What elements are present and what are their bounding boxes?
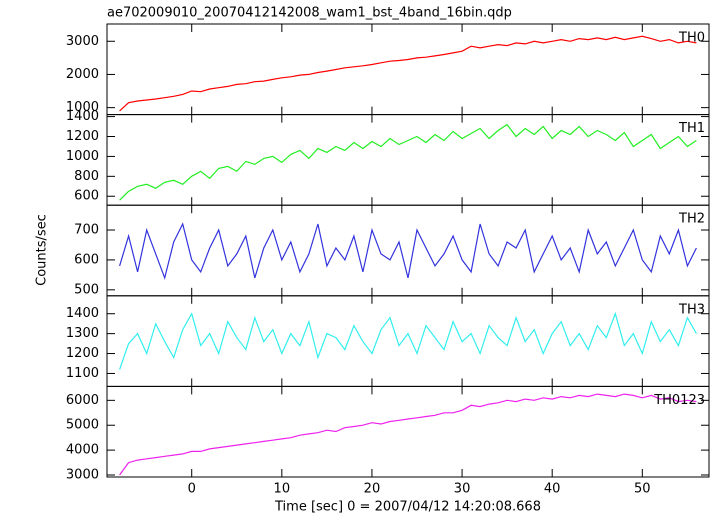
x-tick-label: 0 (188, 482, 196, 497)
y-tick-label: 700 (74, 223, 99, 238)
x-tick-label: 40 (544, 482, 561, 497)
data-line (119, 35, 697, 112)
data-line (119, 393, 697, 476)
y-tick-label: 1000 (66, 149, 99, 164)
panel-label: TH1 (678, 121, 705, 136)
y-tick-label: 6000 (66, 393, 99, 408)
y-tick-label: 800 (74, 169, 99, 184)
panel-frame (106, 204, 710, 297)
y-tick-label: 1300 (66, 326, 99, 341)
panel-frame (106, 114, 710, 206)
y-tick-label: 600 (74, 252, 99, 267)
panel-label: TH2 (678, 212, 705, 227)
y-tick-label: 5000 (66, 418, 99, 433)
x-tick-label: 10 (274, 482, 291, 497)
y-tick-label: 600 (74, 189, 99, 204)
y-axis-label: Counts/sec (35, 214, 50, 286)
y-tick-label: 1100 (66, 366, 99, 381)
x-tick-label: 30 (454, 482, 471, 497)
y-tick-label: 4000 (66, 443, 99, 458)
y-tick-label: 1400 (66, 109, 99, 124)
x-axis-label: Time [sec] 0 = 2007/04/12 14:20:08.668 (274, 500, 541, 515)
y-tick-label: 3000 (66, 34, 99, 49)
x-tick-label: 20 (364, 482, 381, 497)
y-tick-label: 1200 (66, 346, 99, 361)
data-line (119, 311, 697, 370)
y-tick-label: 2000 (66, 67, 99, 82)
y-tick-label: 1000 (66, 100, 99, 115)
panel-label: TH3 (678, 302, 705, 317)
y-tick-label: 1200 (66, 129, 99, 144)
panel-label: TH0123 (653, 393, 705, 408)
y-tick-label: 3000 (66, 468, 99, 483)
y-tick-label: 500 (74, 282, 99, 297)
panel-label: TH0 (678, 31, 705, 46)
data-line (119, 123, 697, 201)
chart-title: ae702009010_20070412142008_wam1_bst_4ban… (107, 6, 512, 21)
data-line (119, 222, 697, 280)
panel-frame (106, 385, 710, 478)
x-tick-label: 50 (634, 482, 651, 497)
panel-frame (106, 295, 710, 387)
y-tick-label: 1400 (66, 306, 99, 321)
